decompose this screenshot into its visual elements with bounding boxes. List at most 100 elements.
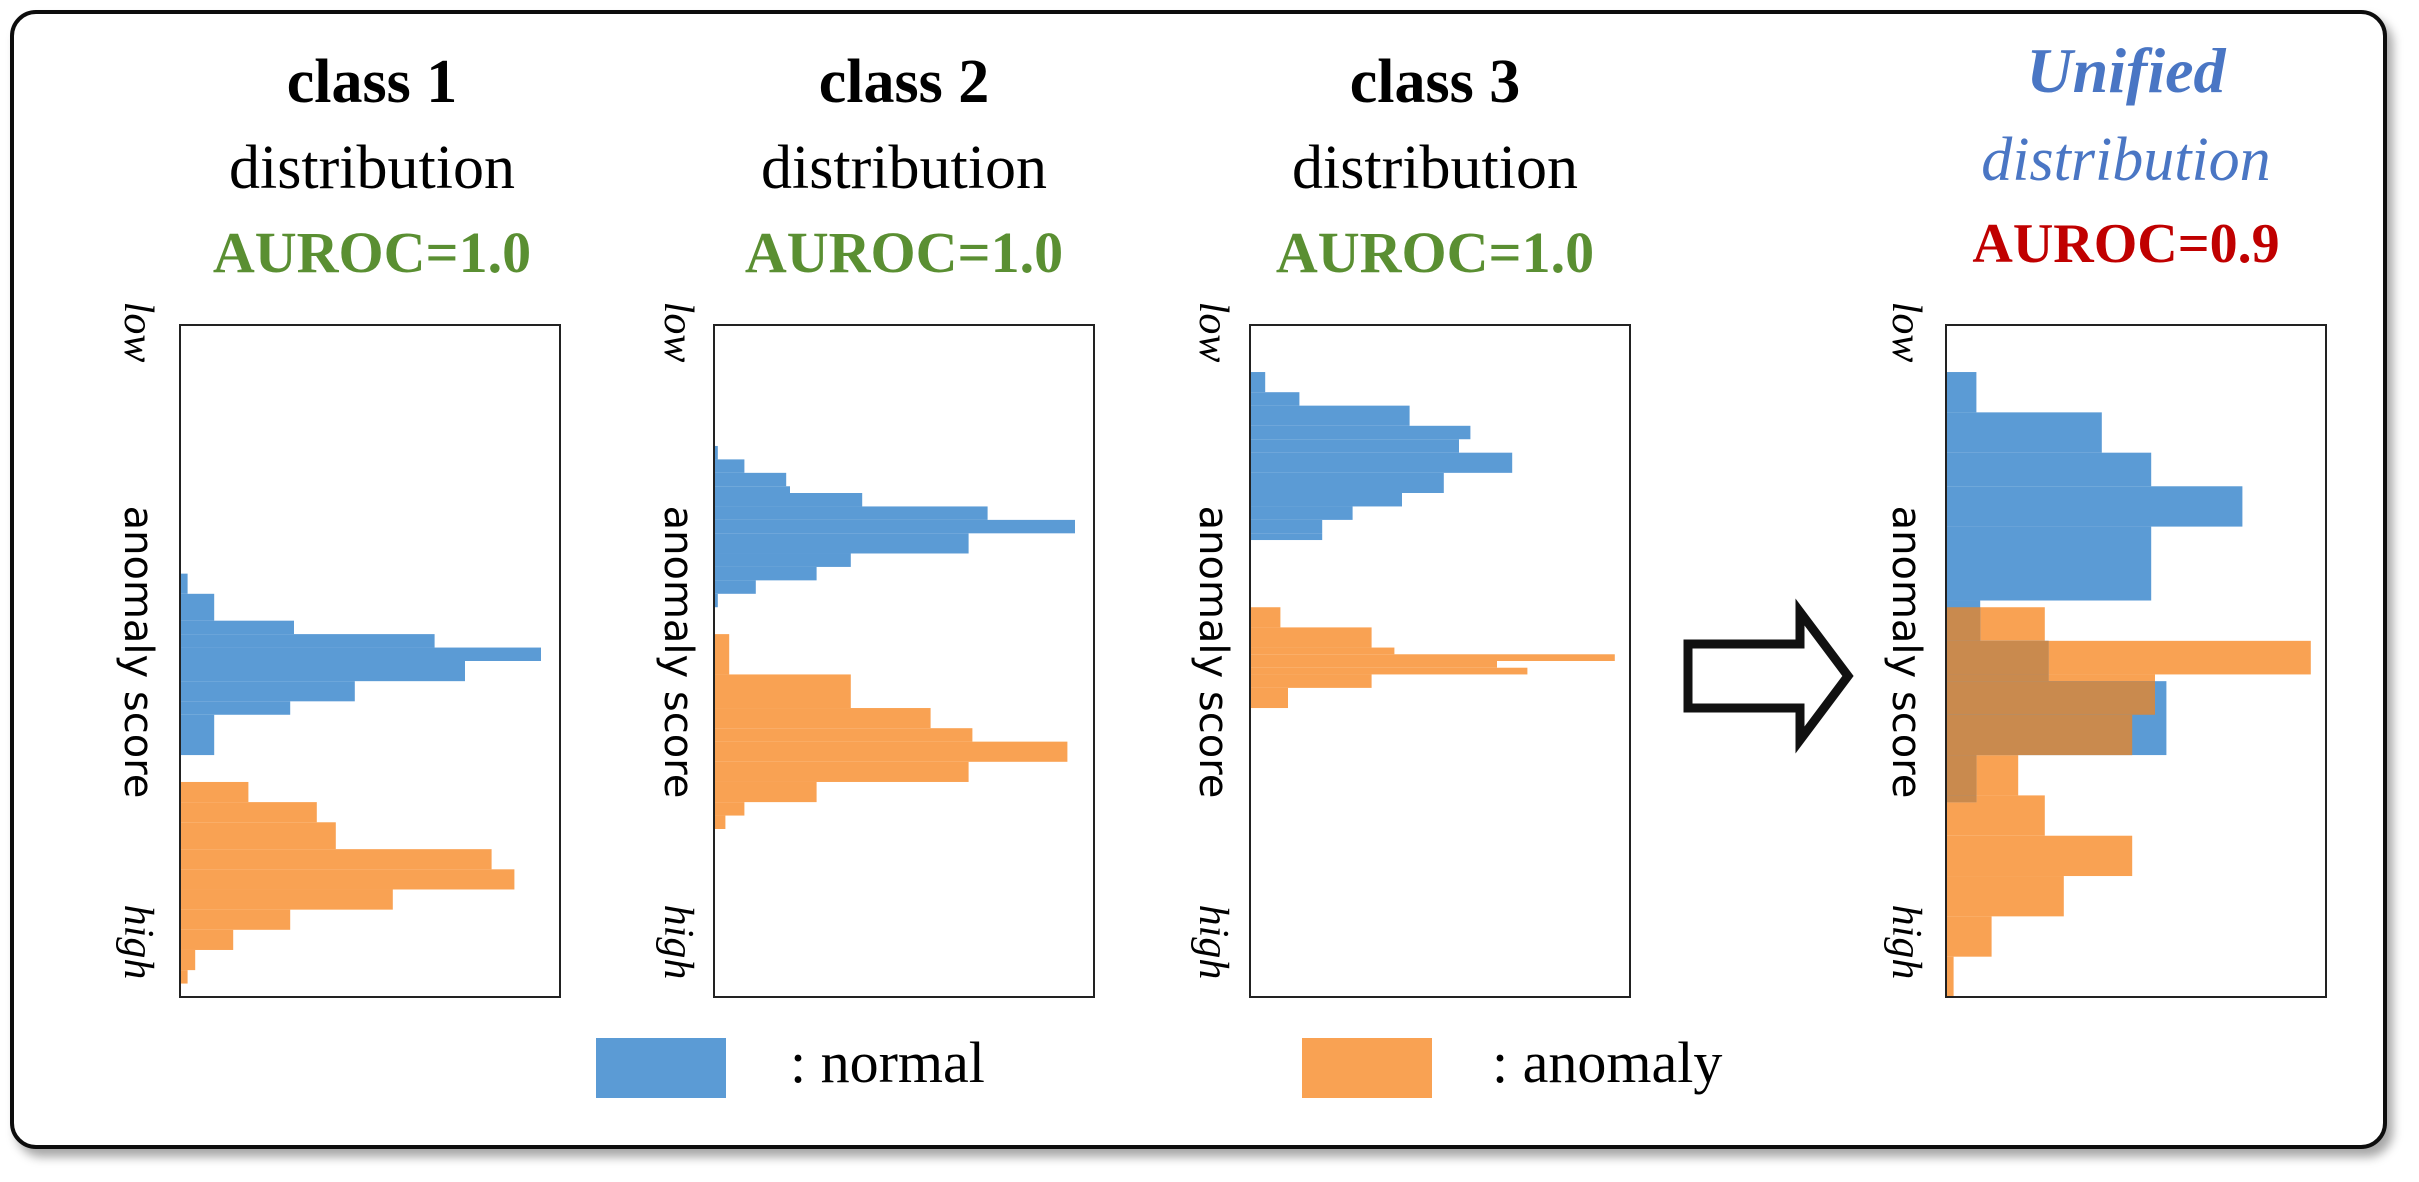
panel-2-anomaly-bar-2 [714, 674, 851, 709]
panel-1-normal-bar-9 [180, 714, 215, 756]
panel-3-anomaly-bar-1 [1250, 607, 1281, 628]
panel-4-anomaly-bar-7 [1946, 835, 2133, 877]
panel-2-normal-bar-1 [714, 445, 718, 460]
legend-normal-swatch [596, 1038, 726, 1098]
panel-1-normal-bar-5 [180, 647, 541, 661]
panel-4-normal-bar-4 [1946, 486, 2243, 527]
panel-4-axis-high: high [1883, 905, 1929, 980]
panel-3-normal-bar-9 [1250, 506, 1353, 520]
panel-4-overlap-bar-6 [1946, 755, 1977, 796]
panel-4-anomaly-bar-9 [1946, 916, 1992, 957]
panel-2-normal-bar-2 [714, 459, 745, 473]
panel-3-normal-bar-6 [1250, 452, 1513, 473]
panel-3-anomaly-bar-4 [1250, 654, 1615, 661]
panel-2-anomaly-bar-1 [714, 634, 730, 675]
panel-3-subtitle: distribution [1292, 134, 1578, 202]
panel-3-anomaly-bar-3 [1250, 647, 1395, 655]
panel-4-overlap-bar-2 [1946, 640, 2049, 675]
panel-3-normal-bar-7 [1250, 472, 1444, 493]
panel-2-anomaly-bar-7 [714, 781, 817, 803]
panel-4-plot-frame [1945, 324, 2327, 998]
panel-4-auroc: AUROC=0.9 [1972, 213, 2279, 275]
panel-1-anomaly-bar-1 [180, 781, 249, 803]
legend-anomaly-swatch [1302, 1038, 1432, 1098]
panel-2-axis-label: anomaly score [655, 506, 701, 799]
panel-3-anomaly-bar-6 [1250, 667, 1528, 675]
right-arrow-icon [1683, 598, 1854, 754]
panel-4-normal-bar-1 [1946, 372, 1977, 413]
panel-2-subtitle: distribution [761, 134, 1047, 202]
panel-1-anomaly-bar-6 [180, 889, 393, 910]
panel-2-anomaly-bar-6 [714, 761, 969, 782]
panel-2-normal-bar-7 [714, 519, 1075, 534]
panel-2-anomaly-bar-3 [714, 708, 931, 729]
legend-anomaly-label: : anomaly [1492, 1030, 1722, 1095]
legend: : normal : anomaly [596, 1030, 1722, 1098]
panel-1-anomaly-bar-2 [180, 802, 317, 823]
panel-4-anomaly-bar-8 [1946, 876, 2064, 917]
panel-1-axis-label: anomaly score [115, 506, 161, 799]
panel-2-anomaly-bar-4 [714, 728, 973, 742]
panel-3-normal-bar-3 [1250, 405, 1410, 426]
panel-2-anomaly-bar-8 [714, 802, 745, 816]
panel-1-plot-frame [179, 324, 561, 998]
panel-2-normal-bar-5 [714, 493, 863, 507]
panel-2-normal-bar-9 [714, 553, 851, 567]
panel-3-axis-high: high [1190, 905, 1236, 980]
panel-2-plot [713, 324, 1095, 998]
panel-4-overlap-bar-5 [1946, 714, 2133, 756]
panel-2-anomaly-bar-9 [714, 815, 726, 829]
panel-1-normal-bar-2 [180, 593, 215, 621]
legend-normal-label: : normal [790, 1030, 985, 1095]
panel-3-axis-low: low [1190, 302, 1236, 363]
panel-2-normal-bar-10 [714, 566, 817, 581]
panel-3-axis-label: anomaly score [1190, 506, 1236, 799]
axis-labels: low anomaly score high low anomaly score… [115, 302, 1929, 980]
panel-4-overlap-bar-4 [1946, 681, 2155, 715]
figure-frame [10, 10, 2387, 1149]
panel-1-anomaly-bar-9 [180, 949, 196, 971]
panel-2-auroc: AUROC=1.0 [745, 220, 1063, 285]
panel-1-auroc: AUROC=1.0 [213, 220, 531, 285]
panel-3-normal-bar-2 [1250, 392, 1300, 406]
panel-3-auroc: AUROC=1.0 [1276, 220, 1594, 285]
panel-3-normal-bar-8 [1250, 493, 1402, 507]
panel-2-normal-bar-3 [714, 472, 787, 487]
panel-3-plot [1249, 324, 1631, 998]
panel-1-normal-bar-8 [180, 701, 291, 715]
panel-1-anomaly-bar-5 [180, 869, 515, 890]
panel-2-normal-bar-6 [714, 506, 988, 520]
panel-4-axis-label: anomaly score [1883, 506, 1929, 799]
panel-1-axis-high: high [115, 905, 161, 980]
panel-3-anomaly-bar-2 [1250, 627, 1372, 648]
panel-4-plot [1945, 324, 2327, 998]
panel-4-overlap-bar-1 [1946, 607, 1981, 641]
panel-3-normal-bar-10 [1250, 519, 1323, 534]
panel-4-normal-bar-5 [1946, 526, 2152, 601]
panel-1-anomaly-bar-8 [180, 929, 234, 950]
panel-1-anomaly-bar-4 [180, 849, 492, 870]
panel-1-normal-bar-1 [180, 573, 188, 594]
panel-4-subtitle: distribution [1981, 126, 2270, 194]
panel-1-plot [179, 324, 561, 998]
panel-3-plot-frame [1249, 324, 1631, 998]
panel-3-anomaly-bar-5 [1250, 661, 1497, 668]
panel-3-normal-bar-11 [1250, 533, 1323, 541]
panel-1-normal-bar-4 [180, 634, 435, 648]
panel-1-normal-bar-7 [180, 681, 355, 702]
panel-4-overlap-bar-3 [1946, 674, 2049, 682]
panel-3-normal-bar-5 [1250, 439, 1459, 453]
panel-1-title: class 1 [287, 48, 458, 116]
panel-headers: class 1 distribution AUROC=1.0 class 2 d… [213, 35, 2280, 285]
panel-3-normal-bar-4 [1250, 425, 1471, 440]
panel-1-normal-bar-3 [180, 620, 294, 635]
panel-1-anomaly-bar-3 [180, 822, 336, 850]
panel-3-anomaly-bar-7 [1250, 674, 1372, 688]
panel-1-subtitle: distribution [229, 134, 515, 202]
panel-2-axis-high: high [655, 905, 701, 980]
panel-3-anomaly-bar-8 [1250, 687, 1288, 709]
panel-4-title: Unified [2026, 35, 2226, 106]
panel-3-title: class 3 [1350, 48, 1521, 116]
panel-4-anomaly-bar-10 [1946, 956, 1954, 997]
